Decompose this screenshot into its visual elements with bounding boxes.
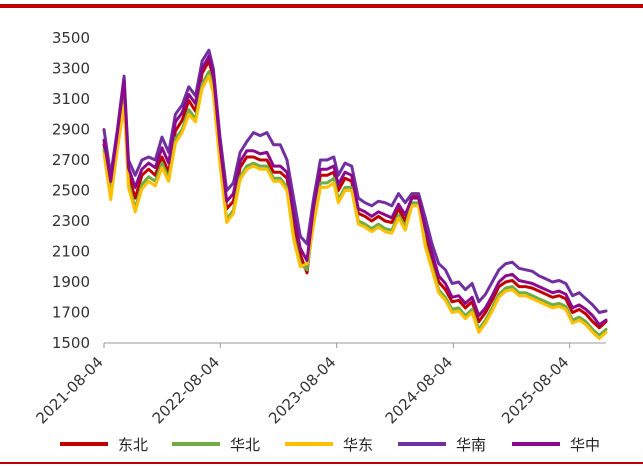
series-line [102, 48, 608, 314]
bottom-border [0, 462, 643, 464]
y-tick-label: 1900 [52, 273, 90, 291]
y-tick-label: 2500 [52, 182, 90, 200]
legend-label: 华北 [230, 436, 260, 454]
series-line [102, 54, 608, 327]
series-line [102, 74, 608, 340]
y-tick-label: 1700 [52, 304, 90, 322]
x-tick-label: 2024-08-04 [382, 353, 456, 427]
x-tick-label: 2023-08-04 [265, 353, 339, 427]
legend-label: 华中 [570, 436, 600, 454]
y-tick-label: 2700 [52, 151, 90, 169]
y-tick-label: 3500 [52, 29, 90, 47]
y-tick-label: 2300 [52, 212, 90, 230]
legend-label: 华东 [343, 436, 373, 454]
x-tick-label: 2022-08-04 [149, 353, 223, 427]
y-tick-label: 3300 [52, 60, 90, 78]
top-border [0, 4, 643, 8]
legend: 东北 华北 华东 华南 华中 [60, 436, 600, 454]
y-tick-label: 2900 [52, 121, 90, 139]
x-axis-ticks: 2021-08-04 2022-08-04 2023-08-04 2024-08-04… [32, 343, 572, 427]
y-axis-ticks: 1500 1700 1900 2100 2300 2500 2700 2900 3100 3300… [52, 29, 90, 352]
y-tick-label: 3100 [52, 90, 90, 108]
legend-label: 华南 [456, 436, 486, 454]
y-tick-label: 2100 [52, 243, 90, 261]
y-tick-label: 1500 [52, 334, 90, 352]
series-lines [102, 48, 608, 340]
x-tick-label: 2021-08-04 [32, 353, 106, 427]
legend-label: 东北 [118, 436, 148, 454]
x-tick-label: 2025-08-04 [498, 353, 572, 427]
